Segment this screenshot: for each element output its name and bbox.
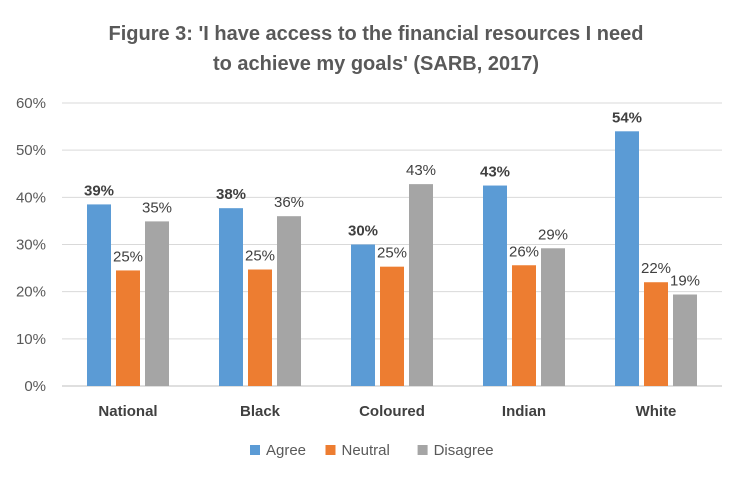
data-label-disagree-white: 19% — [670, 272, 700, 289]
legend-swatch-agree — [250, 445, 260, 455]
bar-neutral-black — [248, 269, 272, 386]
y-tick-label: 60% — [16, 95, 46, 112]
data-label-disagree-coloured: 43% — [406, 162, 436, 179]
legend-label-neutral: Neutral — [342, 442, 390, 459]
bar-disagree-white — [673, 294, 697, 386]
data-label-agree-black: 38% — [216, 186, 246, 203]
data-label-neutral-indian: 26% — [509, 243, 539, 260]
data-label-agree-white: 54% — [612, 109, 642, 126]
category-label-coloured: Coloured — [359, 403, 425, 420]
bar-disagree-coloured — [409, 184, 433, 386]
y-tick-label: 10% — [16, 331, 46, 348]
bar-agree-national — [87, 204, 111, 386]
x-axis-categories: National Black Coloured Indian White — [98, 403, 676, 420]
category-label-white: White — [636, 403, 677, 420]
bar-agree-black — [219, 208, 243, 386]
bars — [87, 131, 697, 386]
category-label-indian: Indian — [502, 403, 546, 420]
legend: Agree Neutral Disagree — [250, 442, 494, 459]
y-tick-label: 20% — [16, 284, 46, 301]
legend-label-agree: Agree — [266, 442, 306, 459]
bar-disagree-national — [145, 221, 169, 386]
chart-title-line-2: to achieve my goals' (SARB, 2017) — [213, 53, 539, 75]
y-tick-label: 30% — [16, 237, 46, 254]
bar-disagree-indian — [541, 248, 565, 386]
data-label-neutral-white: 22% — [641, 260, 671, 277]
legend-swatch-disagree — [417, 445, 428, 455]
y-tick-label: 0% — [24, 378, 46, 395]
data-label-agree-indian: 43% — [480, 164, 510, 181]
bar-neutral-coloured — [380, 266, 404, 386]
y-tick-label: 50% — [16, 142, 46, 159]
data-label-neutral-black: 25% — [245, 247, 275, 264]
legend-label-disagree: Disagree — [434, 442, 494, 459]
y-axis-ticks: 0% 10% 20% 30% 40% 50% 60% — [16, 95, 46, 395]
bar-agree-white — [615, 131, 639, 386]
data-label-neutral-coloured: 25% — [377, 245, 407, 262]
data-labels: 39% 25% 35% 38% 25% 36% 30% 25% 43% 43% 26%29% 54% 2… — [84, 109, 700, 289]
bar-neutral-white — [644, 282, 668, 386]
data-label-agree-national: 39% — [84, 182, 114, 199]
bar-disagree-black — [277, 216, 301, 386]
data-label-agree-coloured: 30% — [348, 223, 378, 240]
data-label-neutral-national: 25% — [113, 248, 143, 265]
chart-title: Figure 3: 'I have access to the financia… — [109, 23, 644, 75]
data-label-disagree-black: 36% — [274, 194, 304, 211]
bar-neutral-national — [116, 270, 140, 386]
chart-title-line-1: Figure 3: 'I have access to the financia… — [109, 23, 644, 45]
data-label-disagree-indian: 29% — [538, 226, 568, 243]
y-tick-label: 40% — [16, 189, 46, 206]
bar-agree-coloured — [351, 244, 375, 386]
bar-neutral-indian — [512, 265, 536, 386]
category-label-national: National — [98, 403, 157, 420]
legend-swatch-neutral — [325, 445, 336, 455]
bar-agree-indian — [483, 185, 507, 386]
data-label-disagree-national: 35% — [142, 199, 172, 216]
category-label-black: Black — [240, 403, 281, 420]
